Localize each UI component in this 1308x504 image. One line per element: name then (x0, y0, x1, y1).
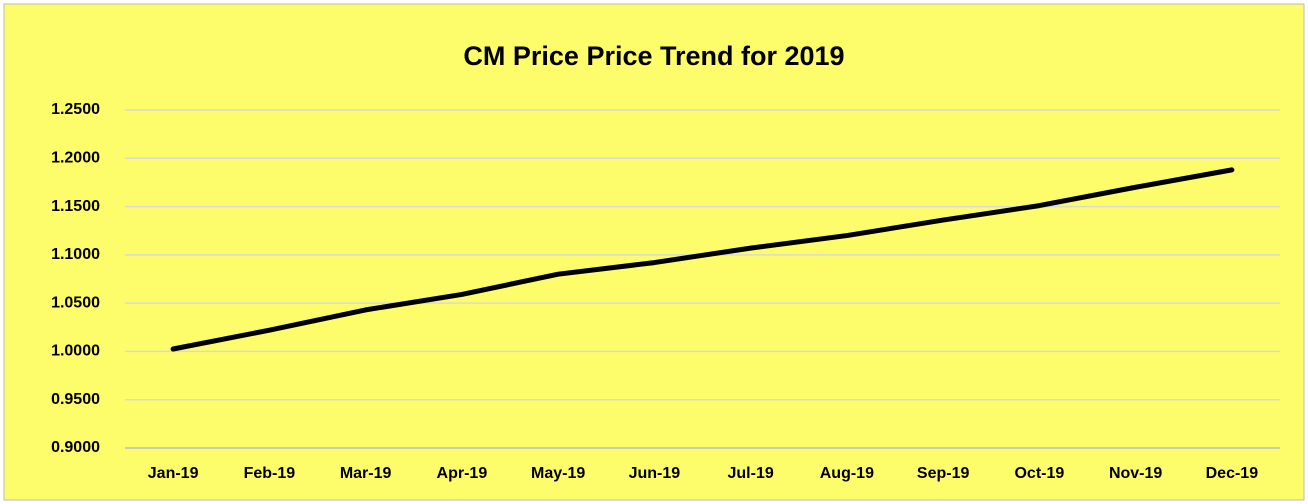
y-tick-label: 1.0000 (51, 343, 100, 360)
y-tick-label: 1.0500 (51, 294, 100, 311)
y-tick-label: 1.1500 (51, 198, 100, 215)
series-line (170, 167, 1235, 352)
chart-background (3, 3, 1305, 501)
x-tick-label: Oct-19 (1014, 465, 1064, 482)
y-tick-label: 1.2500 (51, 101, 100, 118)
x-tick-label: Mar-19 (340, 465, 392, 482)
y-tick-label: 1.1000 (51, 246, 100, 263)
x-tick-label: Nov-19 (1109, 465, 1162, 482)
y-tick-label: 0.9000 (51, 439, 100, 456)
y-tick-label: 1.2000 (51, 150, 100, 167)
x-tick-label: Sep-19 (917, 465, 970, 482)
x-tick-label: Apr-19 (437, 465, 488, 482)
chart-title: CM Price Price Trend for 2019 (463, 41, 844, 71)
x-tick-label: Jul-19 (728, 465, 774, 482)
x-tick-label: Jan-19 (148, 465, 199, 482)
x-tick-label: Dec-19 (1206, 465, 1259, 482)
x-tick-label: Jun-19 (629, 465, 681, 482)
x-tick-label: Aug-19 (820, 465, 874, 482)
y-tick-label: 0.9500 (51, 391, 100, 408)
x-tick-label: May-19 (531, 465, 585, 482)
x-tick-label: Feb-19 (244, 465, 296, 482)
